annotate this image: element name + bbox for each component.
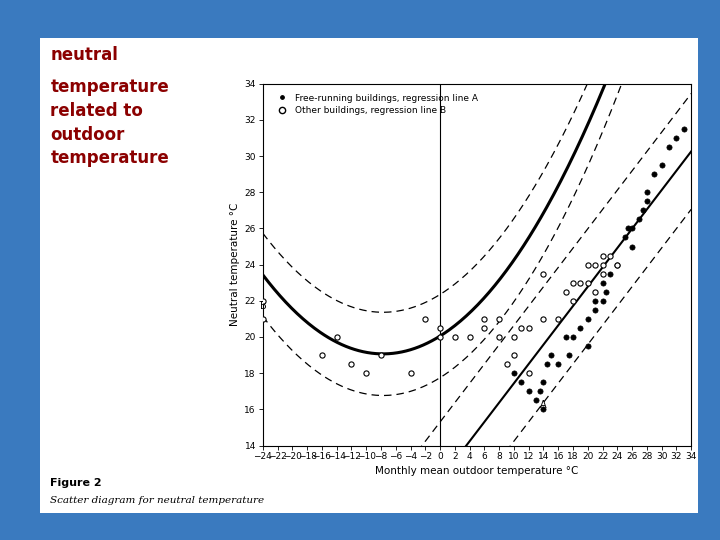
- Point: [582, 279, 593, 287]
- Point: [626, 242, 638, 251]
- Point: [464, 333, 475, 341]
- Point: [257, 296, 269, 305]
- Point: [361, 369, 372, 377]
- Point: [656, 161, 667, 170]
- Point: [375, 351, 387, 360]
- Point: [541, 360, 553, 368]
- Text: temperature
related to
outdoor
temperature: temperature related to outdoor temperatu…: [50, 78, 169, 167]
- Point: [257, 314, 269, 323]
- Point: [560, 333, 572, 341]
- Point: [346, 360, 357, 368]
- Point: [523, 369, 534, 377]
- Point: [619, 233, 631, 242]
- Point: [531, 396, 542, 404]
- Point: [611, 260, 623, 269]
- Point: [479, 323, 490, 332]
- Point: [597, 279, 608, 287]
- Point: [641, 188, 652, 197]
- Text: Scatter diagram for neutral temperature: Scatter diagram for neutral temperature: [50, 496, 264, 505]
- Point: [649, 170, 660, 178]
- Point: [590, 296, 601, 305]
- Point: [552, 314, 564, 323]
- Point: [434, 323, 446, 332]
- Point: [493, 333, 505, 341]
- Point: [590, 306, 601, 314]
- Point: [678, 125, 690, 133]
- Point: [590, 287, 601, 296]
- Point: [508, 333, 520, 341]
- Point: [479, 314, 490, 323]
- Point: [538, 378, 549, 387]
- Point: [575, 323, 586, 332]
- Text: neutral: neutral: [50, 46, 118, 64]
- Point: [405, 369, 416, 377]
- Point: [516, 323, 527, 332]
- Point: [516, 378, 527, 387]
- Point: [420, 314, 431, 323]
- Point: [637, 206, 649, 215]
- Text: B: B: [260, 301, 266, 311]
- Point: [493, 314, 505, 323]
- Point: [523, 387, 534, 396]
- Text: A: A: [540, 400, 546, 410]
- Point: [590, 260, 601, 269]
- Point: [434, 333, 446, 341]
- Point: [670, 134, 682, 143]
- Point: [611, 260, 623, 269]
- Text: Figure 2: Figure 2: [50, 478, 102, 488]
- Point: [597, 269, 608, 278]
- Point: [316, 351, 328, 360]
- Point: [523, 323, 534, 332]
- Point: [508, 369, 520, 377]
- Point: [663, 143, 675, 151]
- Point: [567, 296, 579, 305]
- Point: [552, 360, 564, 368]
- Point: [508, 351, 520, 360]
- Point: [538, 405, 549, 414]
- Point: [634, 215, 645, 224]
- Point: [600, 287, 612, 296]
- Point: [582, 314, 593, 323]
- Point: [567, 279, 579, 287]
- Point: [597, 251, 608, 260]
- Point: [604, 269, 616, 278]
- Point: [501, 360, 513, 368]
- Point: [567, 333, 579, 341]
- Point: [597, 296, 608, 305]
- Point: [582, 342, 593, 350]
- Point: [626, 224, 638, 233]
- Point: [545, 351, 557, 360]
- Point: [560, 287, 572, 296]
- Point: [623, 224, 634, 233]
- Point: [331, 333, 343, 341]
- X-axis label: Monthly mean outdoor temperature °C: Monthly mean outdoor temperature °C: [375, 465, 579, 476]
- Point: [538, 314, 549, 323]
- Point: [538, 269, 549, 278]
- Point: [582, 260, 593, 269]
- Y-axis label: Neutral temperature °C: Neutral temperature °C: [230, 203, 240, 326]
- Point: [604, 251, 616, 260]
- Point: [597, 260, 608, 269]
- Point: [564, 351, 575, 360]
- Legend: Free-running buildings, regression line A, Other buildings, regression line B: Free-running buildings, regression line …: [271, 92, 480, 117]
- Point: [641, 197, 652, 206]
- Point: [534, 387, 546, 396]
- Point: [575, 279, 586, 287]
- Point: [449, 333, 461, 341]
